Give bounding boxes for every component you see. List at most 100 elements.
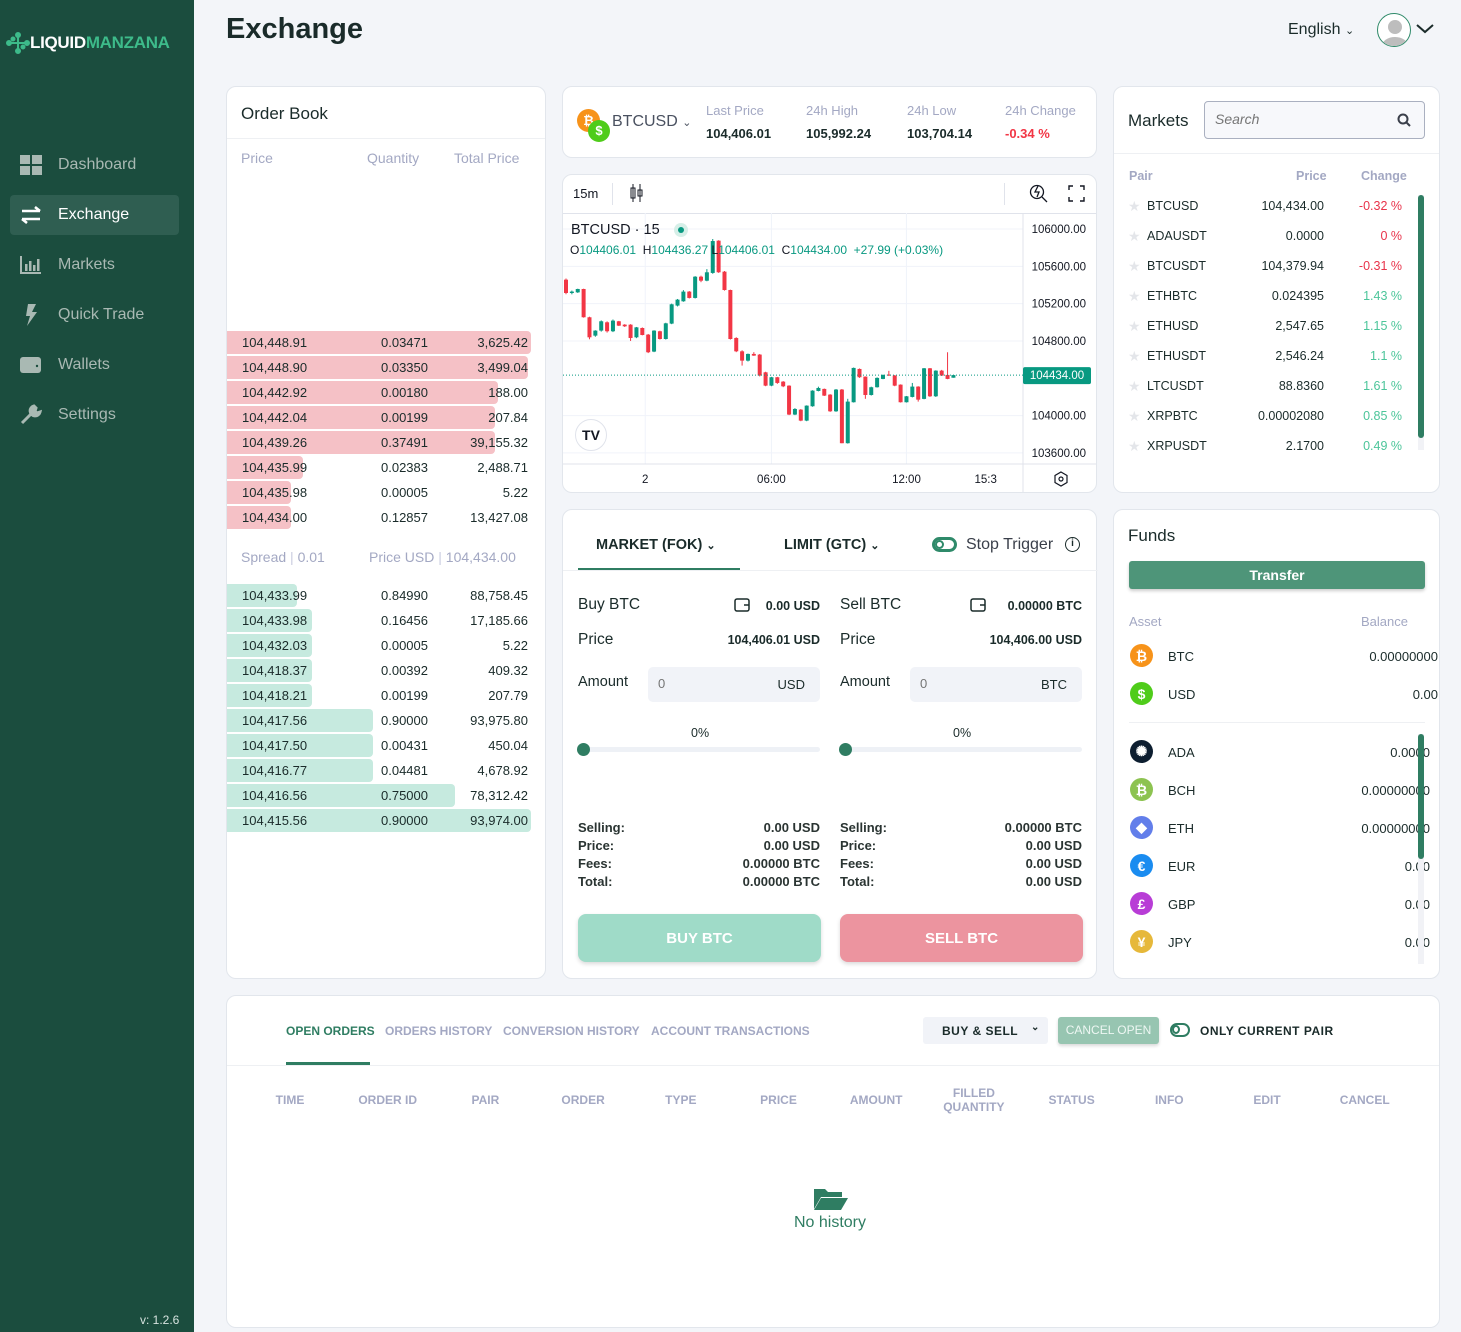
market-row[interactable]: ★ ADAUSDT 0.0000 0 % (1114, 221, 1414, 251)
market-row[interactable]: ★ ETHUSDT 2,546.24 1.1 % (1114, 341, 1414, 371)
fund-row[interactable]: ₿ BCH 0.00000000 (1114, 775, 1430, 805)
column-header[interactable]: INFO (1154, 1093, 1184, 1107)
interval-button[interactable]: 15m (573, 186, 599, 201)
orderbook-row[interactable]: 104,435.98 0.00005 5.22 (227, 481, 545, 504)
amount-field[interactable] (920, 676, 1020, 691)
sell-button[interactable]: SELL BTC (840, 914, 1083, 962)
orderbook-row[interactable]: 104,416.77 0.04481 4,678.92 (227, 759, 545, 782)
orderbook-row[interactable]: 104,434.00 0.12857 13,427.08 (227, 506, 545, 529)
orderbook-row[interactable]: 104,448.91 0.03471 3,625.42 (227, 331, 545, 354)
star-icon[interactable]: ★ (1128, 348, 1141, 364)
orderbook-row[interactable]: 104,416.56 0.75000 78,312.42 (227, 784, 545, 807)
tradingview-logo[interactable]: TV (575, 419, 607, 451)
amount-field[interactable] (658, 676, 758, 691)
market-row[interactable]: ★ LTCUSDT 88.8360 1.61 % (1114, 371, 1414, 401)
market-row[interactable]: ★ XRPBTC 0.00002080 0.85 % (1114, 401, 1414, 431)
orderbook-row[interactable]: 104,442.04 0.00199 207.84 (227, 406, 545, 429)
column-header[interactable]: PAIR (471, 1093, 500, 1107)
sidebar-item-settings[interactable]: Settings (10, 395, 179, 435)
orderbook-row[interactable]: 104,417.50 0.00431 450.04 (227, 734, 545, 757)
column-header[interactable]: ORDER (561, 1093, 605, 1107)
fund-row[interactable]: ✺ ADA 0.0000 (1114, 737, 1430, 767)
column-header[interactable]: STATUS (1048, 1093, 1095, 1107)
column-header[interactable]: FILLED QUANTITY (943, 1086, 1005, 1114)
fund-row[interactable]: ₿ BTC 0.00000000 (1114, 641, 1438, 671)
search-input[interactable] (1215, 111, 1385, 127)
star-icon[interactable]: ★ (1128, 408, 1141, 424)
orders-tab[interactable]: ACCOUNT TRANSACTIONS (651, 1024, 810, 1038)
sidebar-item-quick-trade[interactable]: Quick Trade (10, 295, 179, 335)
star-icon[interactable]: ★ (1128, 288, 1141, 304)
indicator-search-icon[interactable] (1029, 183, 1049, 203)
column-header[interactable]: CANCEL (1339, 1093, 1390, 1107)
sell-amount-input[interactable]: BTC (910, 667, 1082, 702)
language-selector[interactable]: English ⌄ (1288, 21, 1354, 39)
column-header[interactable]: PRICE (760, 1093, 797, 1107)
fullscreen-icon[interactable] (1068, 185, 1085, 202)
orderbook-row[interactable]: 104,439.26 0.37491 39,155.32 (227, 431, 545, 454)
avatar[interactable] (1377, 13, 1411, 47)
logo[interactable]: LIQUID MANZANA (6, 32, 170, 54)
column-header[interactable]: EDIT (1253, 1093, 1281, 1107)
orderbook-row[interactable]: 104,415.56 0.90000 93,974.00 (227, 809, 545, 832)
fund-row[interactable]: $ USD 0.00 (1114, 679, 1438, 709)
transfer-button[interactable]: Transfer (1129, 561, 1425, 589)
orderbook-row[interactable]: 104,433.99 0.84990 88,758.45 (227, 584, 545, 607)
sidebar-item-markets[interactable]: Markets (10, 245, 179, 285)
buy-button[interactable]: BUY BTC (578, 914, 821, 962)
info-icon[interactable]: i (1065, 537, 1080, 552)
column-header[interactable]: TIME (275, 1093, 305, 1107)
column-header[interactable]: AMOUNT (849, 1093, 903, 1107)
pair-selector[interactable]: BTCUSD ⌄ (612, 113, 691, 131)
slider-handle[interactable] (839, 743, 852, 756)
sidebar-item-wallets[interactable]: Wallets (10, 345, 179, 385)
orderbook-row[interactable]: 104,432.03 0.00005 5.22 (227, 634, 545, 657)
search-icon[interactable] (1397, 113, 1411, 127)
market-row[interactable]: ★ BTCUSDT 104,379.94 -0.31 % (1114, 251, 1414, 281)
orders-tab[interactable]: ORDERS HISTORY (385, 1024, 493, 1038)
funds-scrollbar-track[interactable] (1418, 734, 1424, 964)
sidebar-item-dashboard[interactable]: Dashboard (10, 145, 179, 185)
market-search-input[interactable] (1204, 101, 1425, 139)
market-row[interactable]: ★ XRPUSDT 2.1700 0.49 % (1114, 431, 1414, 461)
orderbook-row[interactable]: 104,433.98 0.16456 17,185.66 (227, 609, 545, 632)
orders-tab[interactable]: OPEN ORDERS (286, 1024, 375, 1038)
star-icon[interactable]: ★ (1128, 378, 1141, 394)
settings-gear-icon[interactable] (1053, 471, 1069, 487)
markets-scrollbar-track[interactable] (1418, 195, 1424, 450)
buy-amount-slider[interactable] (578, 747, 820, 752)
orderbook-row[interactable]: 104,442.92 0.00180 188.00 (227, 381, 545, 404)
tab-limit-gtc[interactable]: LIMIT (GTC) ⌄ (784, 537, 879, 553)
column-header[interactable]: TYPE (665, 1093, 697, 1107)
tab-market-fok[interactable]: MARKET (FOK) ⌄ (596, 537, 716, 553)
candle-type-icon[interactable] (629, 184, 645, 202)
sell-amount-slider[interactable] (840, 747, 1082, 752)
star-icon[interactable]: ★ (1128, 318, 1141, 334)
market-row[interactable]: ★ ETHUSD 2,547.65 1.15 % (1114, 311, 1414, 341)
orderbook-row[interactable]: 104,418.37 0.00392 409.32 (227, 659, 545, 682)
orderbook-row[interactable]: 104,448.90 0.03350 3,499.04 (227, 356, 545, 379)
only-current-pair-toggle[interactable] (1170, 1023, 1190, 1037)
side-filter-select[interactable]: BUY & SELL ⌄ (923, 1017, 1048, 1044)
fund-row[interactable]: ◆ ETH 0.00000000 (1114, 813, 1430, 843)
sidebar-item-exchange[interactable]: Exchange (10, 195, 179, 235)
markets-scrollbar-thumb[interactable] (1418, 195, 1424, 438)
candlestick-chart[interactable]: 106000.00 105600.00 105200.00 104800.00 1040… (563, 175, 1097, 493)
star-icon[interactable]: ★ (1128, 438, 1141, 454)
user-menu-chevron-icon[interactable] (1415, 23, 1435, 35)
cancel-open-button[interactable]: CANCEL OPEN (1058, 1017, 1159, 1044)
star-icon[interactable]: ★ (1128, 228, 1141, 244)
fund-row[interactable]: ¥ JPY 0.00 (1114, 927, 1430, 957)
market-row[interactable]: ★ BTCUSD 104,434.00 -0.32 % (1114, 191, 1414, 221)
funds-scrollbar-thumb[interactable] (1418, 734, 1424, 859)
market-row[interactable]: ★ ETHBTC 0.024395 1.43 % (1114, 281, 1414, 311)
market-status-dot[interactable] (674, 223, 688, 237)
fund-row[interactable]: € EUR 0.00 (1114, 851, 1430, 881)
fund-row[interactable]: £ GBP 0.00 (1114, 889, 1430, 919)
orders-tab[interactable]: CONVERSION HISTORY (503, 1024, 640, 1038)
buy-amount-input[interactable]: USD (648, 667, 820, 702)
star-icon[interactable]: ★ (1128, 258, 1141, 274)
orderbook-row[interactable]: 104,418.21 0.00199 207.79 (227, 684, 545, 707)
stop-trigger-toggle[interactable] (932, 537, 957, 552)
star-icon[interactable]: ★ (1128, 198, 1141, 214)
